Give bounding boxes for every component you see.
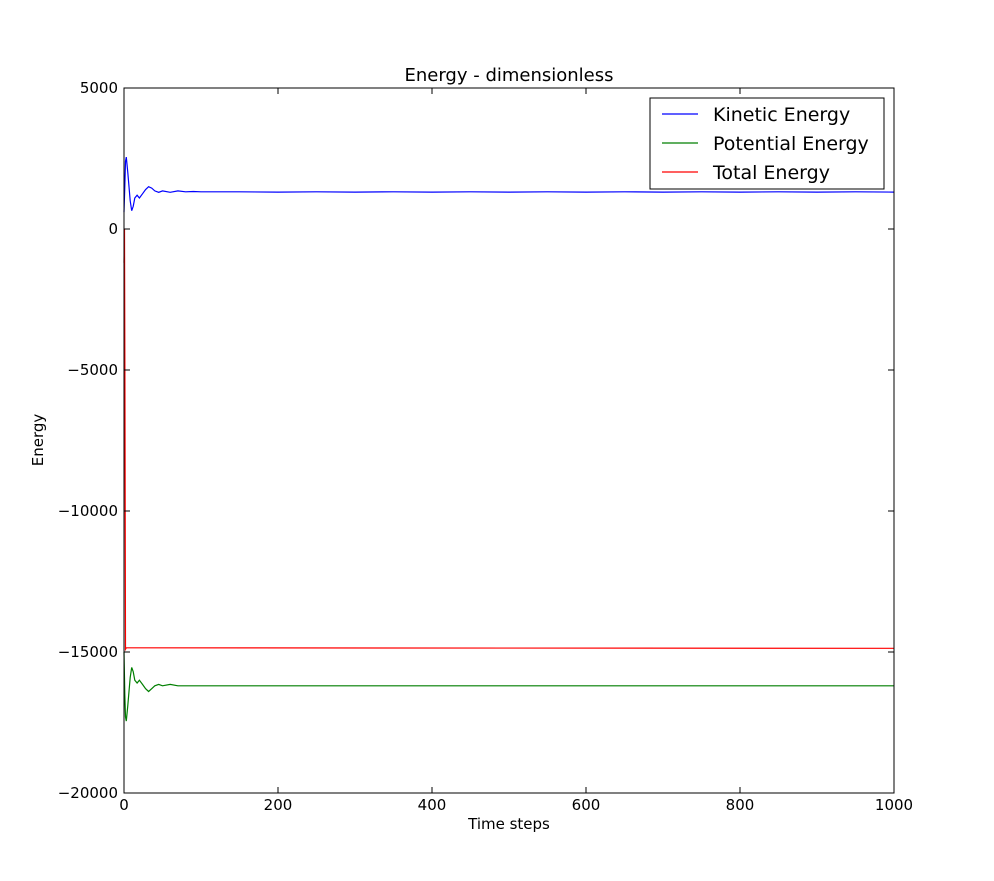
legend-label-1: Potential Energy [713,133,869,155]
y-tick-label: −20000 [58,784,118,802]
x-tick-label: 600 [572,796,601,814]
series-line-1 [123,651,894,722]
y-axis-label: Energy [29,414,47,467]
chart-title: Energy - dimensionless [404,65,613,86]
series-lines [123,156,895,722]
y-tick-label: −15000 [58,643,118,661]
series-line-2 [123,228,895,652]
legend-label-0: Kinetic Energy [713,104,850,126]
y-tick-label: −10000 [58,502,118,520]
legend-label-2: Total Energy [712,162,830,184]
axis-ticks: 0 200 400 600 800 1000 5000 0 −5000 −10000 −15000 −… [58,79,913,814]
x-tick-label: 1000 [875,796,913,814]
y-tick-label: 5000 [80,79,118,97]
y-tick-label: 0 [108,220,118,238]
x-tick-label: 200 [264,796,293,814]
x-tick-label: 800 [726,796,755,814]
x-tick-label: 0 [119,796,129,814]
legend: Kinetic Energy Potential Energy Total Ener… [649,97,885,190]
series-line-0 [123,156,895,213]
x-tick-label: 400 [418,796,447,814]
plot-frame [123,87,895,794]
y-tick-label: −5000 [67,361,118,379]
x-axis-label: Time steps [467,815,550,833]
